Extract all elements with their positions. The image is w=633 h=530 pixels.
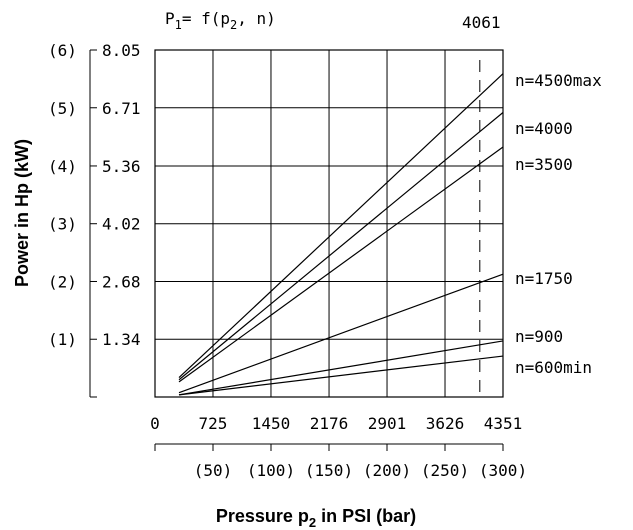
series-label-3: n=1750 xyxy=(515,269,573,288)
x-psi-tick-label-3: 2176 xyxy=(310,414,349,433)
y-hp-tick-label-3: 5.36 xyxy=(102,157,141,176)
series-labels: n=4500max n=4000 n=3500 n=1750 n=900 n=600min xyxy=(515,71,602,377)
series-line-2 xyxy=(178,146,504,383)
x-axis-labels: 0 725 1450 2176 2901 3626 4351 (50) (100) (150) (2… xyxy=(150,414,527,480)
series-line-5 xyxy=(178,355,504,396)
y-hp-tick-label-1: 2.68 xyxy=(102,272,141,291)
x-psi-tick-label-1: 725 xyxy=(199,414,228,433)
y-hp-tick-label-2: 4.02 xyxy=(102,215,141,234)
x-psi-tick-label-5: 3626 xyxy=(426,414,465,433)
y-hp-tick-label-5: 8.05 xyxy=(102,41,141,60)
max-pressure-label: 4061 xyxy=(462,13,501,32)
y-kw-tick-label-2: (3) xyxy=(48,215,77,234)
x-psi-tick-label-6: 4351 xyxy=(484,414,523,433)
y-hp-tick-label-0: 1.34 xyxy=(102,330,141,349)
series-lines xyxy=(178,73,504,396)
series-label-4: n=900 xyxy=(515,327,563,346)
y-kw-tick-label-5: (6) xyxy=(48,41,77,60)
y-hp-tick-label-4: 6.71 xyxy=(102,99,141,118)
series-line-0 xyxy=(178,73,504,379)
plot-frame xyxy=(154,49,504,398)
chart-title: P1= f(p2, n) xyxy=(165,9,276,32)
x-bar-tick-label-1: (100) xyxy=(247,461,295,480)
grid-lines xyxy=(155,50,503,397)
x-bar-tick-label-0: (50) xyxy=(194,461,233,480)
y-kw-tick-label-4: (5) xyxy=(48,99,77,118)
series-line-4 xyxy=(178,340,504,396)
series-line-1 xyxy=(178,112,504,381)
series-line-3 xyxy=(178,273,504,394)
series-label-0: n=4500max xyxy=(515,71,602,90)
series-label-2: n=3500 xyxy=(515,155,573,174)
x-bar-tick-label-3: (200) xyxy=(363,461,411,480)
x-bar-tick-label-4: (250) xyxy=(421,461,469,480)
x-psi-tick-label-0: 0 xyxy=(150,414,160,433)
x-bar-tick-label-2: (150) xyxy=(305,461,353,480)
y-kw-tick-label-0: (1) xyxy=(48,330,77,349)
x-axis-title: Pressure p2 in PSI (bar) xyxy=(216,506,416,530)
x-psi-tick-label-4: 2901 xyxy=(368,414,407,433)
x-psi-tick-label-2: 1450 xyxy=(252,414,291,433)
y-kw-tick-label-1: (2) xyxy=(48,272,77,291)
x-bar-tick-label-5: (300) xyxy=(479,461,527,480)
series-label-1: n=4000 xyxy=(515,119,573,138)
series-label-5: n=600min xyxy=(515,358,592,377)
y-kw-tick-label-3: (4) xyxy=(48,157,77,176)
y-axis-title: Power in Hp (kW) xyxy=(12,139,32,287)
y-axis-labels: 1.34 (1) 2.68 (2) 4.02 (3) 5.36 (4) 6.71 (5) 8.05 (… xyxy=(48,41,141,398)
